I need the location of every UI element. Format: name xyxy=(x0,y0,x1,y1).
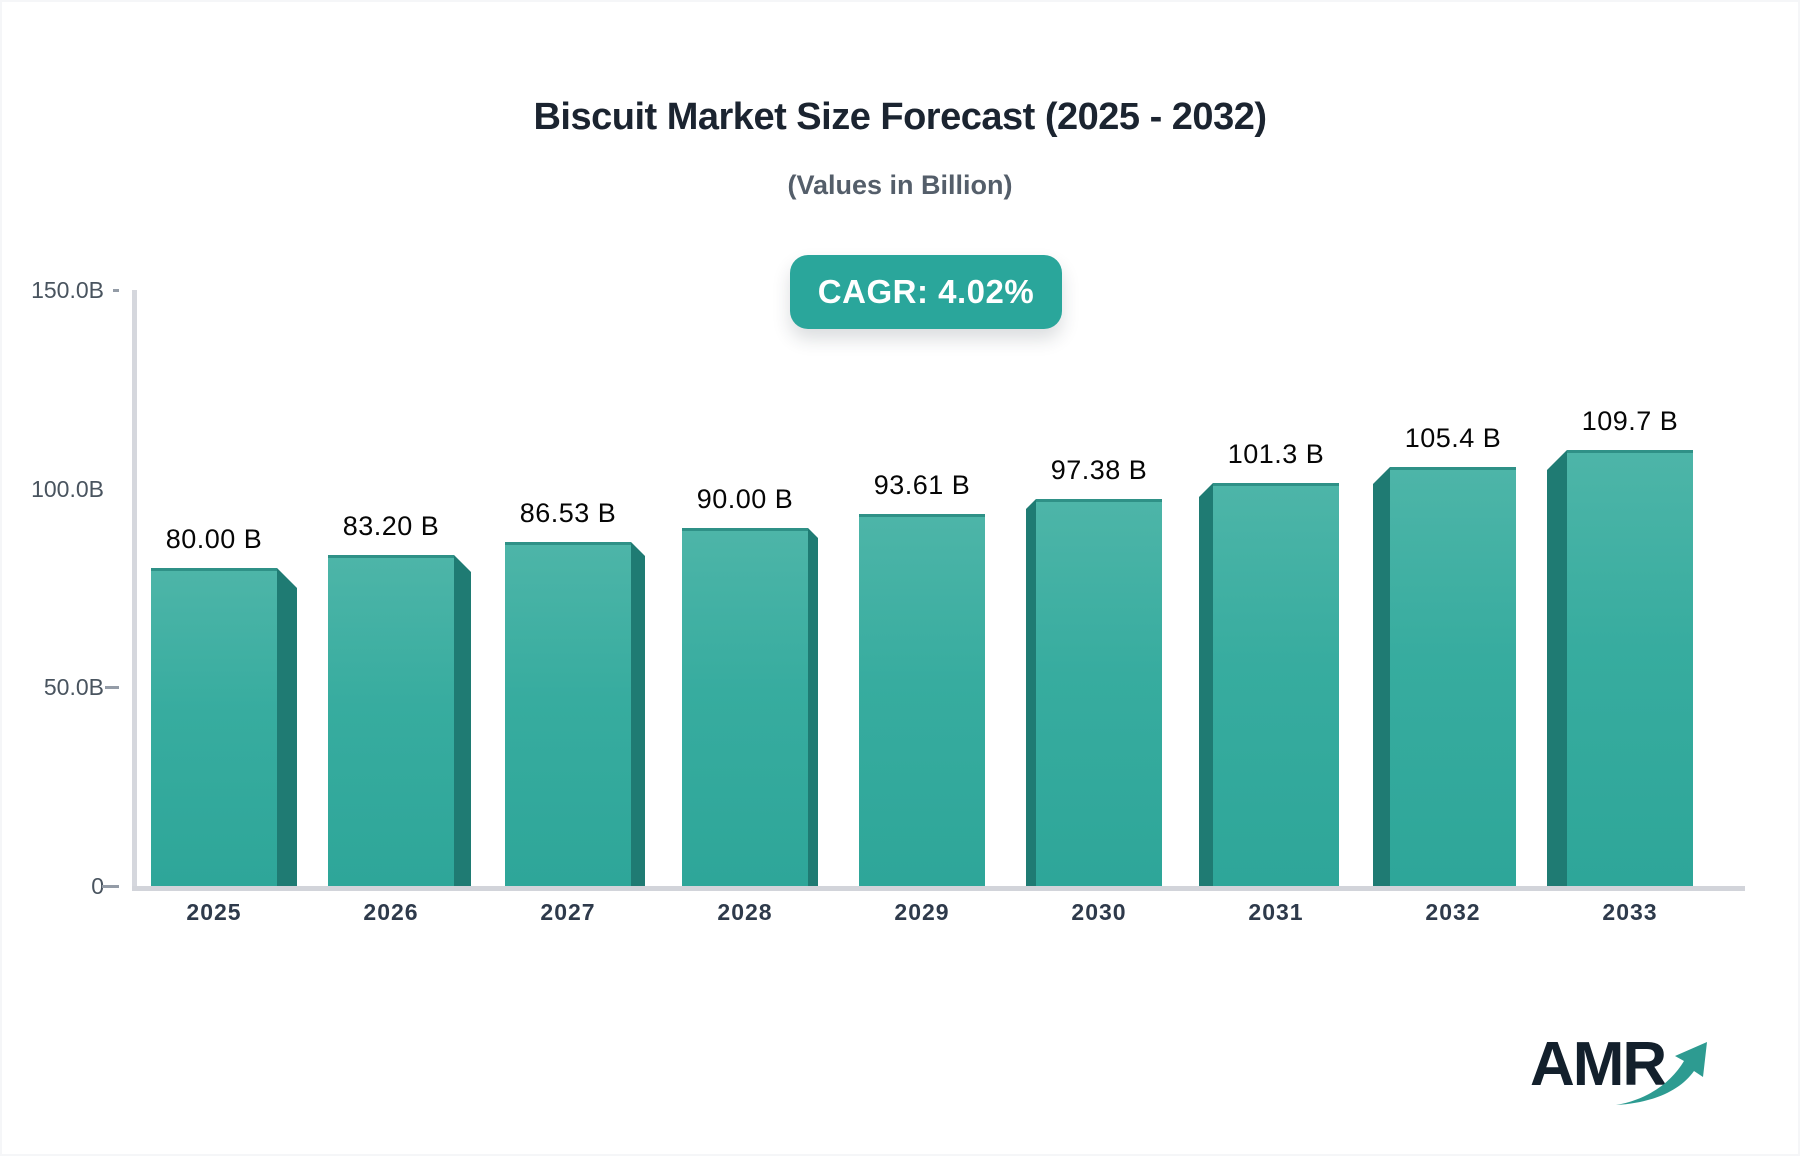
x-axis-label-2028: 2028 xyxy=(717,899,773,925)
bar-value-label-2028: 90.00 B xyxy=(696,484,794,514)
bar-2030 xyxy=(1036,499,1162,886)
cagr-badge: CAGR: 4.02% xyxy=(790,255,1062,329)
bar-side-face-2026 xyxy=(454,555,471,886)
x-axis-label-2031: 2031 xyxy=(1248,899,1304,925)
bar-side-face-2030 xyxy=(1026,499,1036,886)
y-axis-label-50.0B: 50.0B xyxy=(43,674,104,700)
bar-value-label-2031: 101.3 B xyxy=(1227,439,1325,469)
amr-logo: AMR xyxy=(1522,1030,1732,1120)
bar-side-face-2028 xyxy=(808,528,818,886)
x-axis-line xyxy=(132,886,1745,891)
bar-2031 xyxy=(1213,483,1339,886)
bar-2028 xyxy=(682,528,808,886)
bar-side-face-2031 xyxy=(1199,483,1213,886)
bar-value-label-2029: 93.61 B xyxy=(873,470,971,500)
y-axis-line xyxy=(132,290,137,889)
bar-2027 xyxy=(505,542,631,886)
bar-value-label-2027: 86.53 B xyxy=(519,498,617,528)
x-axis-label-2033: 2033 xyxy=(1602,899,1658,925)
bar-value-label-2030: 97.38 B xyxy=(1050,455,1148,485)
bar-2033 xyxy=(1567,450,1693,886)
x-axis-label-2030: 2030 xyxy=(1071,899,1127,925)
y-axis-tick xyxy=(102,885,119,888)
y-axis-label-100.0B: 100.0B xyxy=(31,476,104,502)
bar-side-face-2032 xyxy=(1373,467,1390,886)
y-axis-label-0: 0 xyxy=(91,873,104,899)
y-axis-tick xyxy=(113,289,119,292)
x-axis-label-2032: 2032 xyxy=(1425,899,1481,925)
x-axis-label-2027: 2027 xyxy=(540,899,596,925)
bar-2029 xyxy=(859,514,985,886)
bar-value-label-2033: 109.7 B xyxy=(1581,406,1679,436)
growth-arrow-icon xyxy=(1616,1042,1707,1105)
bar-value-label-2026: 83.20 B xyxy=(342,511,440,541)
bar-value-label-2025: 80.00 B xyxy=(165,524,263,554)
bar-2025 xyxy=(151,568,277,886)
bar-side-face-2025 xyxy=(277,568,297,886)
x-axis-label-2029: 2029 xyxy=(894,899,950,925)
bar-value-label-2032: 105.4 B xyxy=(1404,423,1502,453)
chart-title: Biscuit Market Size Forecast (2025 - 203… xyxy=(533,96,1267,138)
amr-logo-text: AMR xyxy=(1530,1030,1667,1099)
x-axis-label-2026: 2026 xyxy=(363,899,419,925)
bar-side-face-2027 xyxy=(631,542,645,886)
x-axis-label-2025: 2025 xyxy=(186,899,242,925)
bar-2026 xyxy=(328,555,454,886)
bar-2032 xyxy=(1390,467,1516,886)
bar-side-face-2033 xyxy=(1547,450,1567,886)
cagr-badge-label: CAGR: 4.02% xyxy=(817,273,1035,310)
chart-subtitle: (Values in Billion) xyxy=(787,170,1013,200)
y-axis-tick xyxy=(105,686,119,689)
y-axis-label-150.0B: 150.0B xyxy=(31,277,104,303)
